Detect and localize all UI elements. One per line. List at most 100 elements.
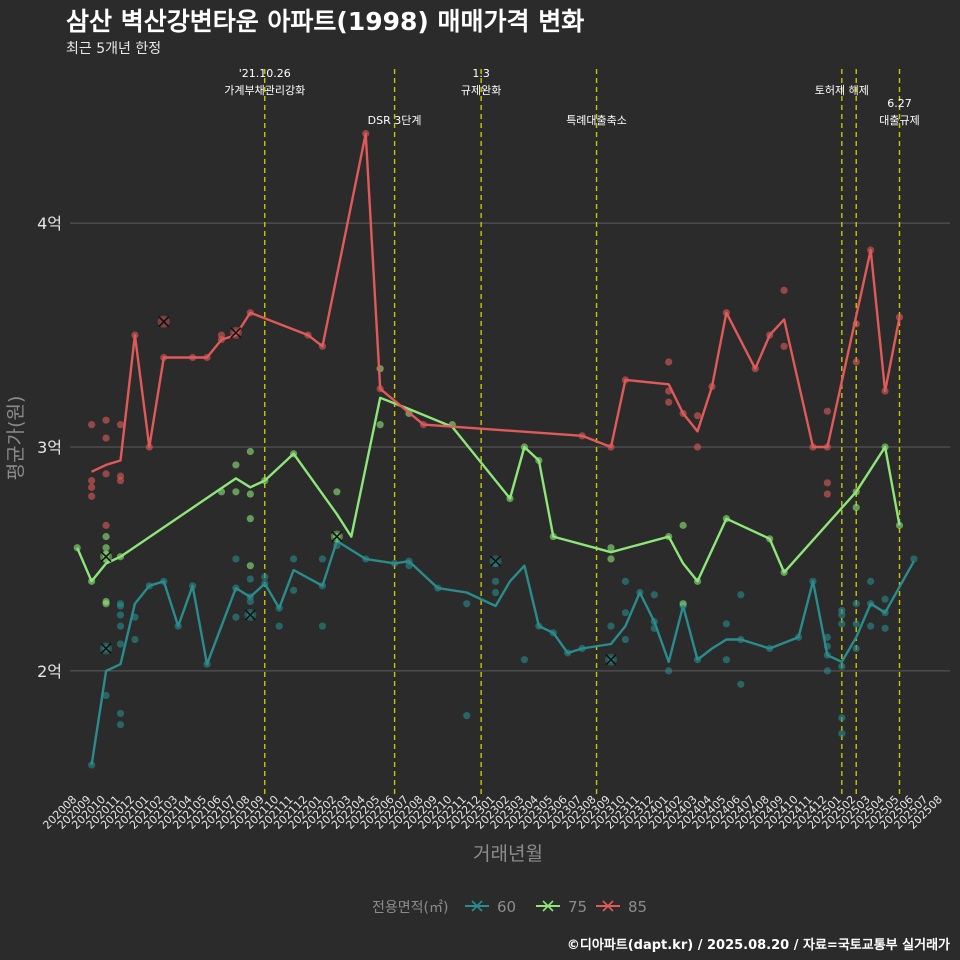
cross-stroke	[542, 900, 554, 912]
event-label: 대출규제	[879, 114, 919, 127]
data-point-85	[88, 483, 96, 491]
cross-stroke	[100, 642, 112, 655]
data-point-60	[116, 640, 125, 648]
data-point-60	[232, 613, 240, 621]
cross-stroke	[490, 555, 502, 567]
data-point-60	[607, 622, 615, 630]
data-point-60	[318, 555, 327, 563]
source-caption: ©디아파트(dapt.kr) / 2025.08.20 / 자료=국토교통부 실…	[566, 938, 950, 953]
cross-marker	[244, 609, 256, 621]
cross-marker	[542, 900, 554, 912]
data-point-60	[867, 622, 875, 630]
data-point-60	[463, 712, 471, 720]
y-tick-label: 4억	[37, 214, 62, 233]
cross-marker	[100, 551, 112, 563]
series-line-85	[91, 132, 901, 473]
data-point-60	[116, 622, 125, 630]
data-point-85	[102, 434, 110, 442]
data-point-85	[823, 407, 831, 415]
data-point-60	[838, 714, 846, 722]
data-point-60	[491, 577, 500, 585]
data-point-60	[650, 591, 658, 599]
legend-label: 85	[628, 898, 647, 916]
data-point-75	[376, 421, 384, 429]
data-point-85	[895, 313, 904, 321]
data-point-75	[102, 550, 110, 559]
data-point-60	[852, 600, 860, 608]
data-point-85	[88, 492, 96, 500]
data-point-85	[116, 421, 125, 429]
data-point-75	[102, 600, 110, 608]
data-point-75	[232, 461, 240, 469]
data-point-75	[607, 555, 615, 563]
data-point-85	[102, 470, 110, 478]
data-point-60	[232, 555, 240, 563]
event-label: 규제완화	[461, 84, 501, 97]
cross-stroke	[471, 900, 483, 912]
y-tick-label: 2억	[37, 662, 62, 681]
data-point-85	[665, 398, 673, 406]
cross-stroke	[100, 551, 112, 563]
legend-item-60: 60	[465, 898, 516, 916]
data-point-60	[852, 620, 860, 628]
data-point-85	[823, 479, 831, 487]
data-point-85	[852, 358, 860, 366]
data-point-85	[780, 342, 788, 350]
event-label: '21.10.26	[239, 67, 291, 80]
data-point-60	[621, 609, 630, 617]
cross-marker	[602, 900, 614, 912]
legend-label: 75	[568, 898, 587, 916]
data-point-75	[232, 488, 240, 496]
data-point-75	[679, 600, 687, 608]
cross-marker	[230, 327, 242, 339]
data-point-60	[290, 555, 298, 563]
data-point-85	[780, 286, 788, 294]
data-point-75	[246, 515, 254, 523]
data-point-60	[838, 729, 846, 738]
data-point-60	[823, 667, 831, 675]
data-point-60	[838, 606, 846, 615]
data-point-60	[881, 624, 889, 632]
cross-marker	[605, 654, 617, 666]
data-point-60	[910, 555, 918, 563]
data-point-60	[867, 577, 875, 585]
x-axis-ticks: 2020082020092020102020112020122021012021…	[40, 793, 944, 832]
data-point-85	[88, 477, 96, 485]
data-point-60	[116, 600, 125, 608]
legend-item-75: 75	[536, 898, 587, 916]
data-point-60	[491, 588, 500, 597]
event-label: 특례대출축소	[566, 114, 627, 127]
data-point-75	[246, 562, 254, 570]
cross-stroke	[158, 316, 170, 328]
cross-stroke	[230, 327, 242, 339]
data-point-85	[823, 490, 831, 498]
legend-label: 60	[497, 898, 516, 916]
cross-marker	[471, 900, 483, 912]
data-point-60	[881, 595, 889, 603]
legend-item-85: 85	[596, 898, 647, 916]
cross-stroke	[331, 531, 343, 543]
legend: 전용면적(㎡) 60 75 85	[372, 898, 647, 916]
data-point-60	[520, 656, 529, 664]
chart-title: 삼산 벽산강변타운 아파트(1998) 매매가격 변화	[66, 7, 585, 36]
data-point-75	[852, 503, 860, 512]
cross-stroke	[602, 900, 614, 912]
data-point-60	[116, 611, 125, 619]
data-point-85	[665, 358, 673, 366]
series-line-75	[76, 396, 901, 583]
chart-subtitle: 최근 5개년 한정	[66, 41, 162, 57]
data-point-60	[318, 622, 327, 630]
cross-stroke	[605, 654, 617, 666]
data-point-60	[116, 709, 125, 718]
data-point-60	[290, 586, 298, 594]
data-point-75	[102, 544, 110, 552]
cross-stroke	[244, 609, 256, 621]
cross-marker	[158, 316, 170, 328]
y-tick-label: 3억	[37, 438, 62, 457]
event-label: 가계부채관리강화	[224, 84, 305, 97]
data-point-85	[116, 477, 125, 485]
data-point-60	[102, 691, 110, 700]
data-point-85	[88, 421, 96, 429]
data-point-60	[722, 656, 730, 664]
